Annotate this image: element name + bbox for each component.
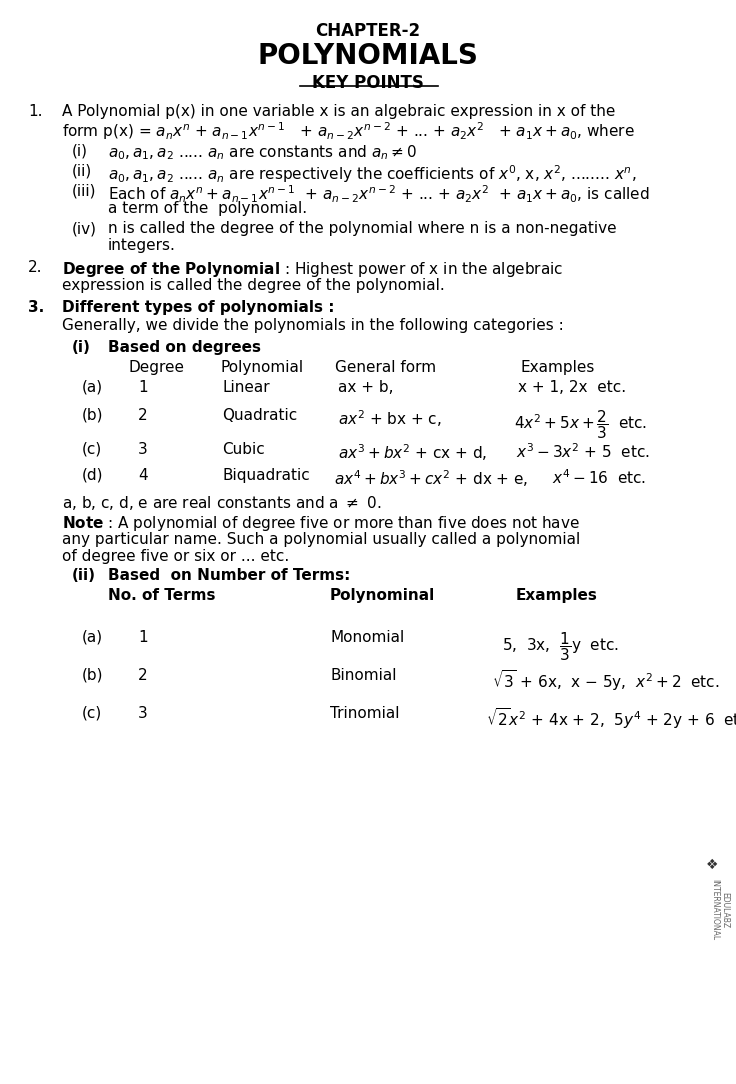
Text: $\sqrt{3}$ + 6x,  x $-$ 5y,  $x^2 + 2$  etc.: $\sqrt{3}$ + 6x, x $-$ 5y, $x^2 + 2$ etc…: [492, 668, 720, 693]
Text: (a): (a): [82, 380, 103, 395]
Text: (a): (a): [82, 630, 103, 645]
Text: (b): (b): [82, 668, 104, 683]
Text: ❖: ❖: [706, 859, 718, 872]
Text: 2.: 2.: [28, 260, 43, 275]
Text: Cubic: Cubic: [222, 442, 265, 457]
Text: (iii): (iii): [72, 184, 96, 199]
Text: (iv): (iv): [72, 221, 97, 236]
Text: form p(x) = $a_n x^n$ + $a_{n-1}x^{n-1}$   + $a_{n-2}x^{n-2}$ + ... + $a_2x^2$  : form p(x) = $a_n x^n$ + $a_{n-1}x^{n-1}$…: [62, 120, 635, 142]
Text: 1.: 1.: [28, 104, 43, 119]
Text: Examples: Examples: [516, 588, 598, 603]
Text: (i): (i): [72, 143, 88, 158]
Text: any particular name. Such a polynomial usually called a polynomial: any particular name. Such a polynomial u…: [62, 532, 580, 547]
Text: Trinomial: Trinomial: [330, 706, 400, 721]
Text: KEY POINTS: KEY POINTS: [312, 74, 424, 92]
Text: $ax^2$ + bx + c,: $ax^2$ + bx + c,: [338, 408, 442, 428]
Text: CHAPTER-2: CHAPTER-2: [316, 22, 420, 40]
Text: $x^3 - 3x^2$ + 5  etc.: $x^3 - 3x^2$ + 5 etc.: [516, 442, 650, 461]
Text: of degree five or six or ... etc.: of degree five or six or ... etc.: [62, 549, 289, 564]
Text: $\mathbf{Degree\ of\ the\ Polynomial}$ : Highest power of x in the algebraic: $\mathbf{Degree\ of\ the\ Polynomial}$ :…: [62, 260, 563, 279]
Text: Quadratic: Quadratic: [222, 408, 297, 423]
Text: 2: 2: [138, 408, 148, 423]
Text: 3.: 3.: [28, 300, 44, 315]
Text: POLYNOMIALS: POLYNOMIALS: [258, 42, 478, 70]
Text: Biquadratic: Biquadratic: [222, 468, 310, 483]
Text: a, b, c, d, e are real constants and a $\neq$ 0.: a, b, c, d, e are real constants and a $…: [62, 494, 381, 512]
Text: $ax^4 + bx^3 + cx^2$ + dx + e,: $ax^4 + bx^3 + cx^2$ + dx + e,: [334, 468, 528, 489]
Text: General form: General form: [335, 360, 436, 375]
Text: Based  on Number of Terms:: Based on Number of Terms:: [108, 568, 350, 583]
Text: Examples: Examples: [520, 360, 595, 375]
Text: $\sqrt{2}x^2$ + 4x + 2,  $5y^4$ + 2y + 6  etc.: $\sqrt{2}x^2$ + 4x + 2, $5y^4$ + 2y + 6 …: [486, 706, 736, 731]
Text: Polynomial: Polynomial: [220, 360, 303, 375]
Text: ax + b,: ax + b,: [338, 380, 394, 395]
Text: 3: 3: [138, 706, 148, 721]
Text: (c): (c): [82, 442, 102, 457]
Text: $a_0, a_1, a_2$ ..... $a_n$ are respectively the coefficients of $x^0$, x, $x^2$: $a_0, a_1, a_2$ ..... $a_n$ are respecti…: [108, 163, 637, 184]
Text: Polynominal: Polynominal: [330, 588, 435, 603]
Text: No. of Terms: No. of Terms: [108, 588, 216, 603]
Text: x + 1, 2x  etc.: x + 1, 2x etc.: [518, 380, 626, 395]
Text: Linear: Linear: [222, 380, 269, 395]
Text: 4: 4: [138, 468, 148, 483]
Text: (c): (c): [82, 706, 102, 721]
Text: Degree: Degree: [128, 360, 184, 375]
Text: expression is called the degree of the polynomial.: expression is called the degree of the p…: [62, 278, 445, 293]
Text: a term of the  polynomial.: a term of the polynomial.: [108, 201, 307, 216]
Text: n is called the degree of the polynomial where n is a non-negative: n is called the degree of the polynomial…: [108, 221, 617, 236]
Text: 1: 1: [138, 630, 148, 645]
Text: $4x^2 + 5x + \dfrac{2}{3}$  etc.: $4x^2 + 5x + \dfrac{2}{3}$ etc.: [514, 408, 647, 441]
Text: integers.: integers.: [108, 238, 176, 253]
Text: A Polynomial p(x) in one variable x is an algebraic expression in x of the: A Polynomial p(x) in one variable x is a…: [62, 104, 615, 119]
Text: 1: 1: [138, 380, 148, 395]
Text: Based on degrees: Based on degrees: [108, 340, 261, 354]
Text: Different types of polynomials :: Different types of polynomials :: [62, 300, 334, 315]
Text: Binomial: Binomial: [330, 668, 397, 683]
Text: $\mathbf{Note}$ : A polynomial of degree five or more than five does not have: $\mathbf{Note}$ : A polynomial of degree…: [62, 514, 580, 533]
Text: 5,  3x,  $\dfrac{1}{3}$y  etc.: 5, 3x, $\dfrac{1}{3}$y etc.: [502, 630, 619, 662]
Text: (d): (d): [82, 468, 104, 483]
Text: 3: 3: [138, 442, 148, 457]
Text: Generally, we divide the polynomials in the following categories :: Generally, we divide the polynomials in …: [62, 318, 564, 333]
Text: (b): (b): [82, 408, 104, 423]
Text: (i): (i): [72, 340, 91, 354]
Text: 2: 2: [138, 668, 148, 683]
Text: $ax^3 + bx^2$ + cx + d,: $ax^3 + bx^2$ + cx + d,: [338, 442, 487, 463]
Text: Each of $a_nx^n + a_{n-1}x^{n-1}$  + $a_{n-2}x^{n-2}$ + ... + $a_2x^2$  + $a_1x : Each of $a_nx^n + a_{n-1}x^{n-1}$ + $a_{…: [108, 184, 650, 205]
Text: Monomial: Monomial: [330, 630, 404, 645]
Text: (ii): (ii): [72, 568, 96, 583]
Text: $x^4 - 16$  etc.: $x^4 - 16$ etc.: [552, 468, 646, 487]
Text: $a_0, a_1, a_2$ ..... $a_n$ are constants and $a_n \neq 0$: $a_0, a_1, a_2$ ..... $a_n$ are constant…: [108, 143, 417, 162]
Text: (ii): (ii): [72, 163, 92, 178]
Text: EDULABZ
INTERNATIONAL: EDULABZ INTERNATIONAL: [710, 879, 729, 941]
